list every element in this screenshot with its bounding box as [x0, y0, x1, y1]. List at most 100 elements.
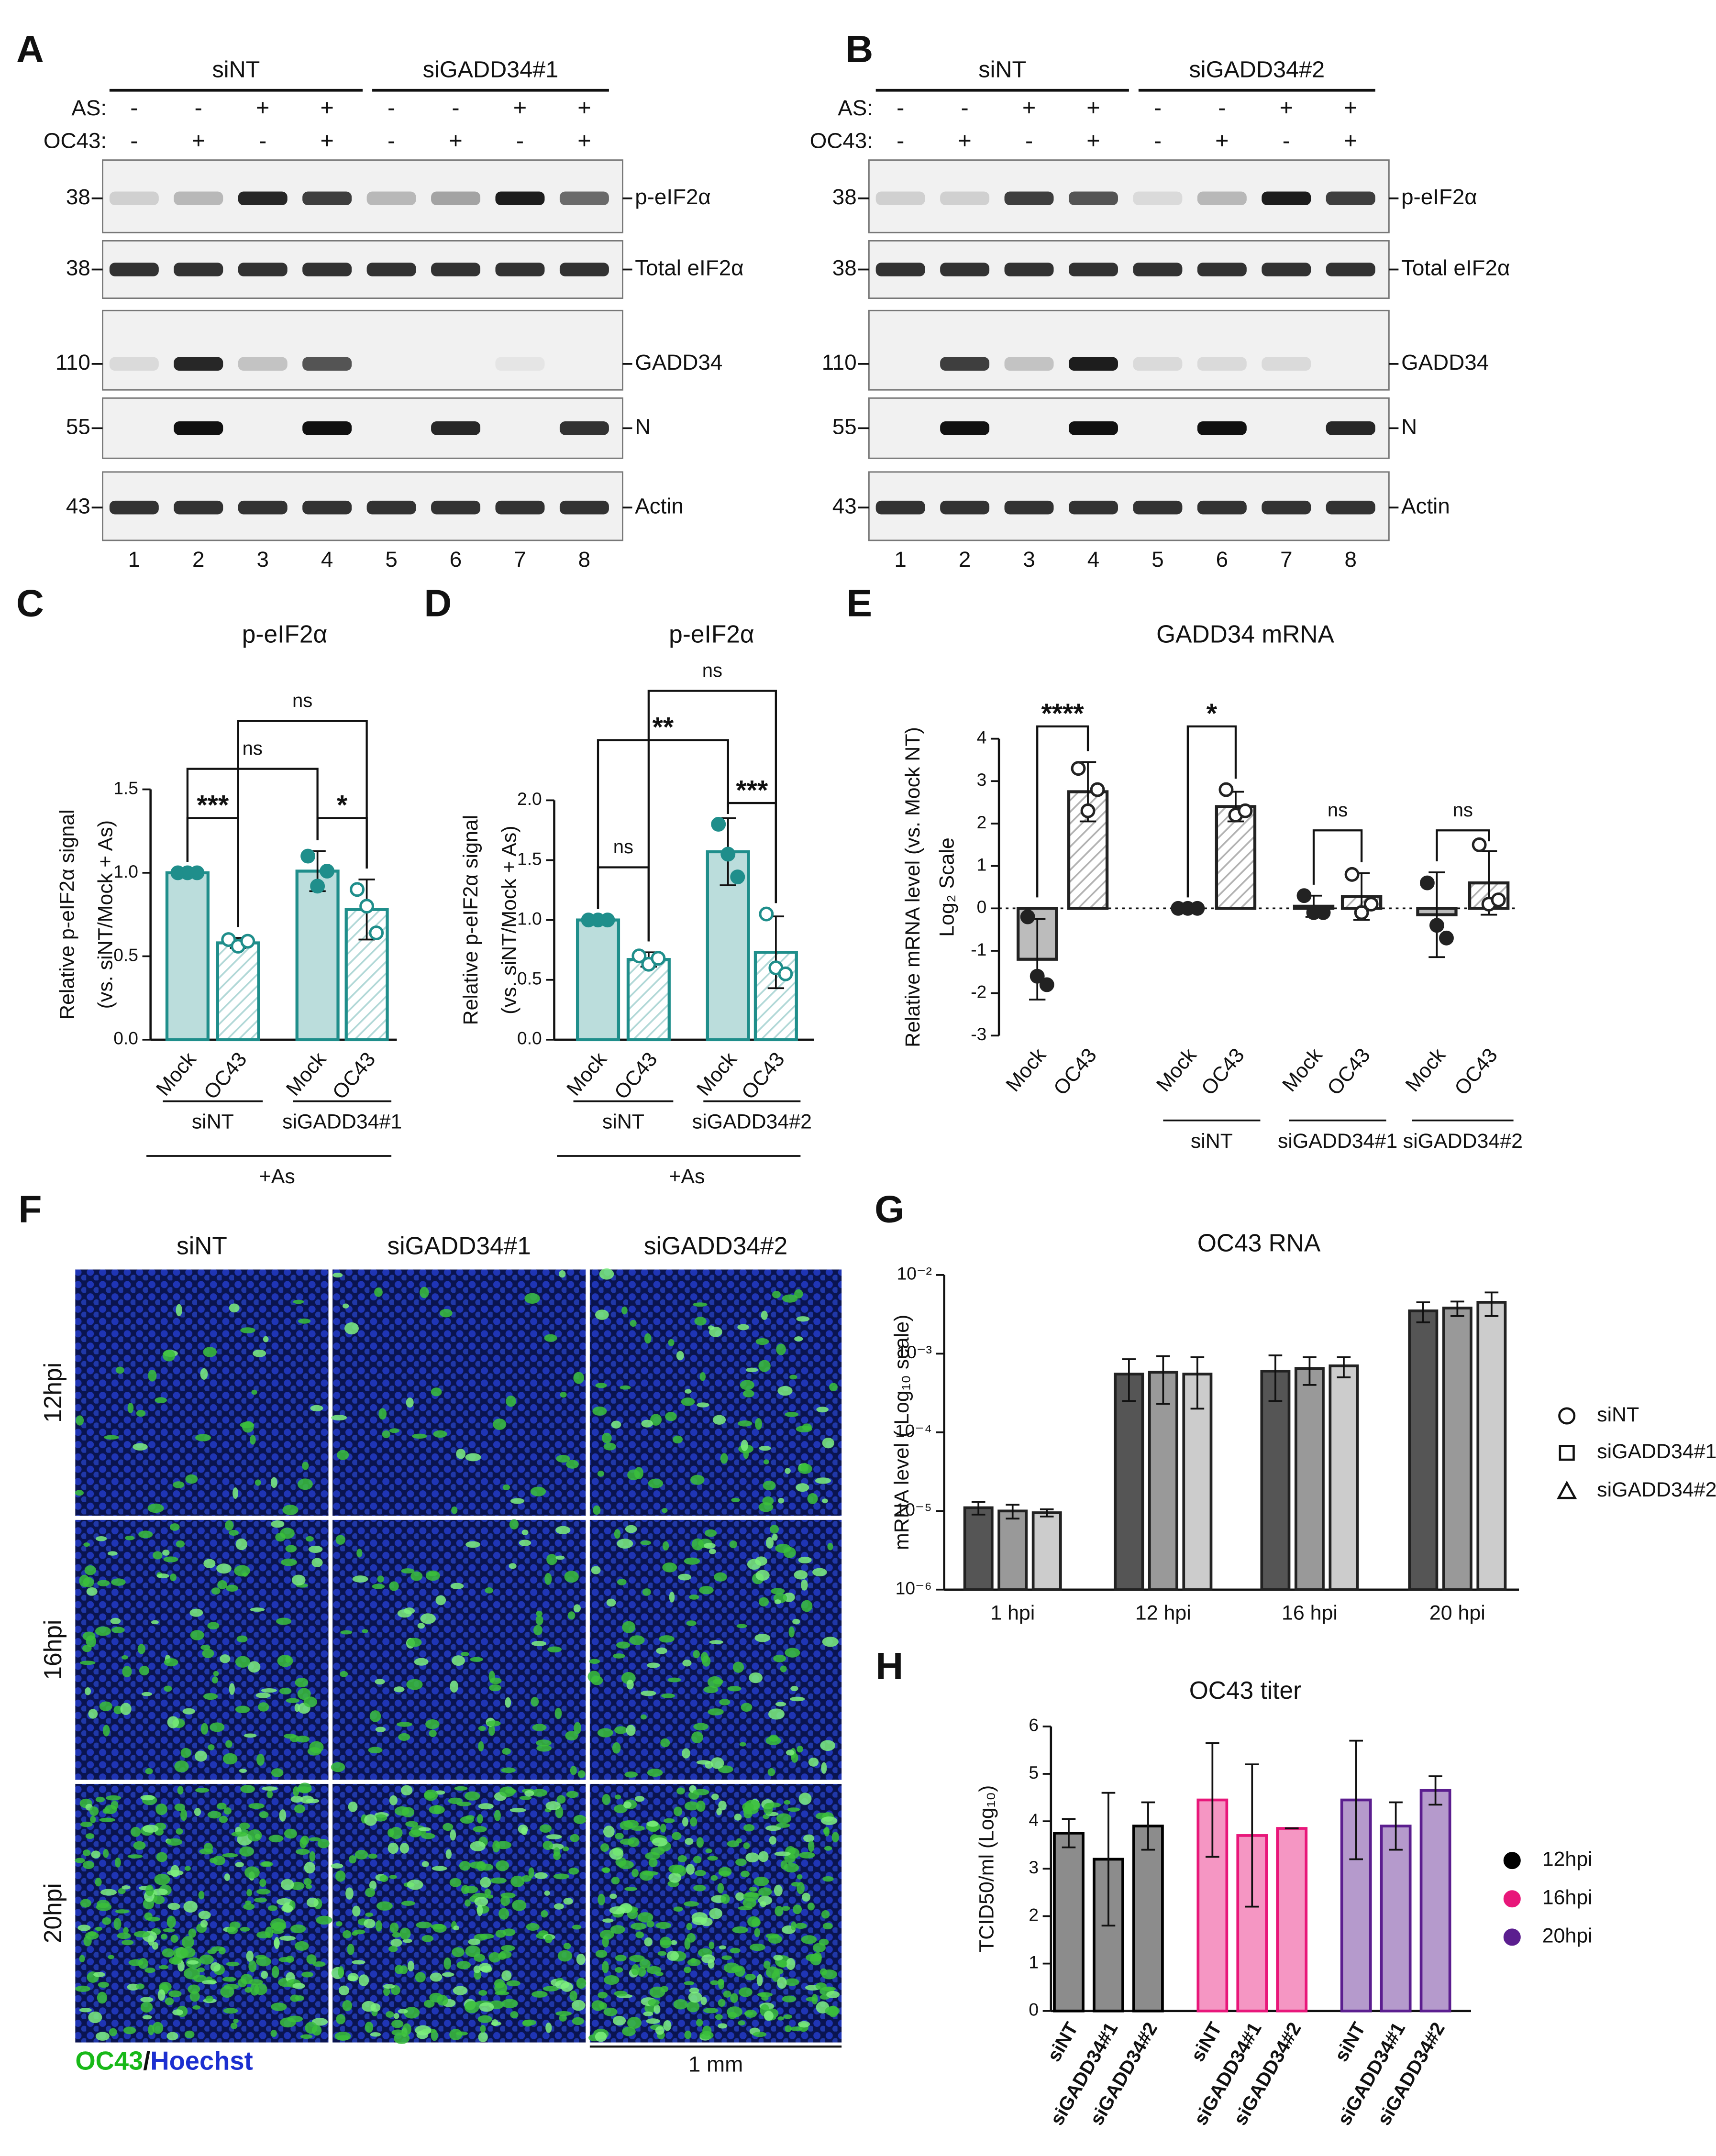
sign: + — [320, 95, 333, 121]
band — [238, 500, 288, 515]
x-tick-label: siNT — [1331, 2019, 1370, 2066]
micrograph — [75, 1782, 332, 2043]
y-tick-label: 10⁻⁶ — [896, 1578, 932, 1598]
sign: - — [1154, 95, 1162, 121]
legend-label: 20hpi — [1542, 1925, 1593, 1947]
sign: - — [1025, 128, 1033, 154]
y-tick-label: 3 — [1029, 1857, 1039, 1877]
band — [1262, 191, 1311, 206]
significance-label: ns — [1453, 800, 1473, 821]
band-label: Total eIF2α — [635, 256, 743, 280]
micrograph — [589, 1268, 842, 1516]
band — [1262, 500, 1311, 515]
y-tick-label: 10⁻² — [897, 1264, 932, 1284]
band — [109, 191, 159, 206]
significance-bracket — [1436, 829, 1490, 862]
column-label: siGADD34#2 — [644, 1232, 787, 1259]
stain-name: / — [143, 2046, 150, 2076]
band — [940, 357, 990, 371]
condition-label: +As — [669, 1165, 705, 1188]
panel-label: A — [16, 27, 44, 70]
sign: - — [130, 95, 138, 121]
significance-bracket — [1186, 725, 1237, 898]
data-point — [730, 869, 745, 884]
lane-number: 1 — [128, 547, 140, 572]
stain-name: Hoechst — [150, 2046, 253, 2076]
x-tick-label: Mock — [152, 1048, 201, 1100]
mw-marker: 55 — [66, 414, 90, 439]
group-label: siNT — [602, 1111, 644, 1133]
band — [174, 357, 223, 371]
sign: - — [1283, 128, 1290, 154]
significance-bracket — [316, 817, 368, 869]
band — [1069, 421, 1118, 435]
sign: + — [256, 95, 269, 121]
data-point — [1039, 977, 1054, 992]
band — [1326, 421, 1375, 435]
x-tick-label: OC43 — [610, 1048, 662, 1104]
band — [559, 191, 609, 206]
band — [1133, 263, 1183, 276]
y-tick-label: 0 — [1029, 2000, 1039, 2020]
column-label: siNT — [177, 1232, 227, 1259]
y-axis-label: (vs. siNT/Mock + As) — [498, 825, 520, 1014]
y-tick-label: 0.0 — [517, 1028, 542, 1048]
group-label: siGADD34#2 — [1189, 57, 1325, 83]
band — [559, 263, 609, 276]
y-tick-label: 5 — [1029, 1762, 1039, 1782]
data-point — [1354, 905, 1369, 920]
band — [1069, 357, 1118, 371]
bar — [1294, 1367, 1325, 1591]
sign: + — [192, 128, 205, 154]
band — [431, 421, 481, 435]
data-point — [1080, 803, 1096, 818]
band — [302, 500, 352, 515]
data-point — [320, 864, 335, 879]
y-tick-label: 2 — [977, 812, 987, 832]
sign: - — [1154, 128, 1162, 154]
band-label: Total eIF2α — [1401, 256, 1510, 280]
band-label: p-eIF2α — [635, 185, 711, 209]
stain-name: OC43 — [75, 2046, 143, 2076]
group-label: siGADD34#1 — [1278, 1130, 1397, 1153]
x-tick-label: OC43 — [737, 1048, 789, 1104]
significance-bracket — [597, 739, 729, 909]
micrograph — [587, 1519, 842, 1780]
band — [1069, 191, 1118, 206]
x-tick-label: OC43 — [1049, 1044, 1101, 1100]
micrograph-field — [589, 1269, 842, 1516]
y-tick-label: 1 — [1029, 1952, 1039, 1972]
lane-number: 1 — [894, 547, 906, 572]
bar — [165, 871, 210, 1042]
micrograph — [331, 1269, 586, 1516]
bar — [963, 1506, 994, 1591]
mw-marker: 38 — [832, 185, 857, 209]
data-point — [1429, 918, 1444, 933]
band — [431, 191, 481, 206]
significance-bracket — [647, 690, 777, 942]
sign: - — [897, 95, 904, 121]
mw-marker: 43 — [66, 494, 90, 518]
lane-number: 8 — [578, 547, 590, 572]
band-label: GADD34 — [1401, 350, 1489, 374]
row-label: 16hpi — [39, 1620, 66, 1680]
y-tick-label: 6 — [1029, 1715, 1039, 1735]
significance-label: ns — [702, 660, 722, 681]
bar — [1442, 1307, 1472, 1591]
data-point — [720, 847, 736, 862]
significance-label: ns — [613, 836, 633, 858]
x-tick-label: 12 hpi — [1135, 1602, 1191, 1625]
bar — [1196, 1798, 1229, 2013]
bar — [1476, 1301, 1507, 1591]
x-tick-label: 1 hpi — [990, 1602, 1035, 1625]
significance-label: **** — [1041, 698, 1085, 729]
band — [109, 357, 159, 371]
bar — [1276, 1827, 1308, 2013]
data-point — [1030, 968, 1045, 984]
lane-number: 4 — [321, 547, 333, 572]
group-label: siNT — [1191, 1130, 1233, 1153]
lane-number: 4 — [1087, 547, 1099, 572]
y-tick-label: 10⁻⁵ — [896, 1499, 932, 1519]
y-tick-label: 1.0 — [517, 908, 542, 928]
panel-label: H — [875, 1644, 903, 1687]
